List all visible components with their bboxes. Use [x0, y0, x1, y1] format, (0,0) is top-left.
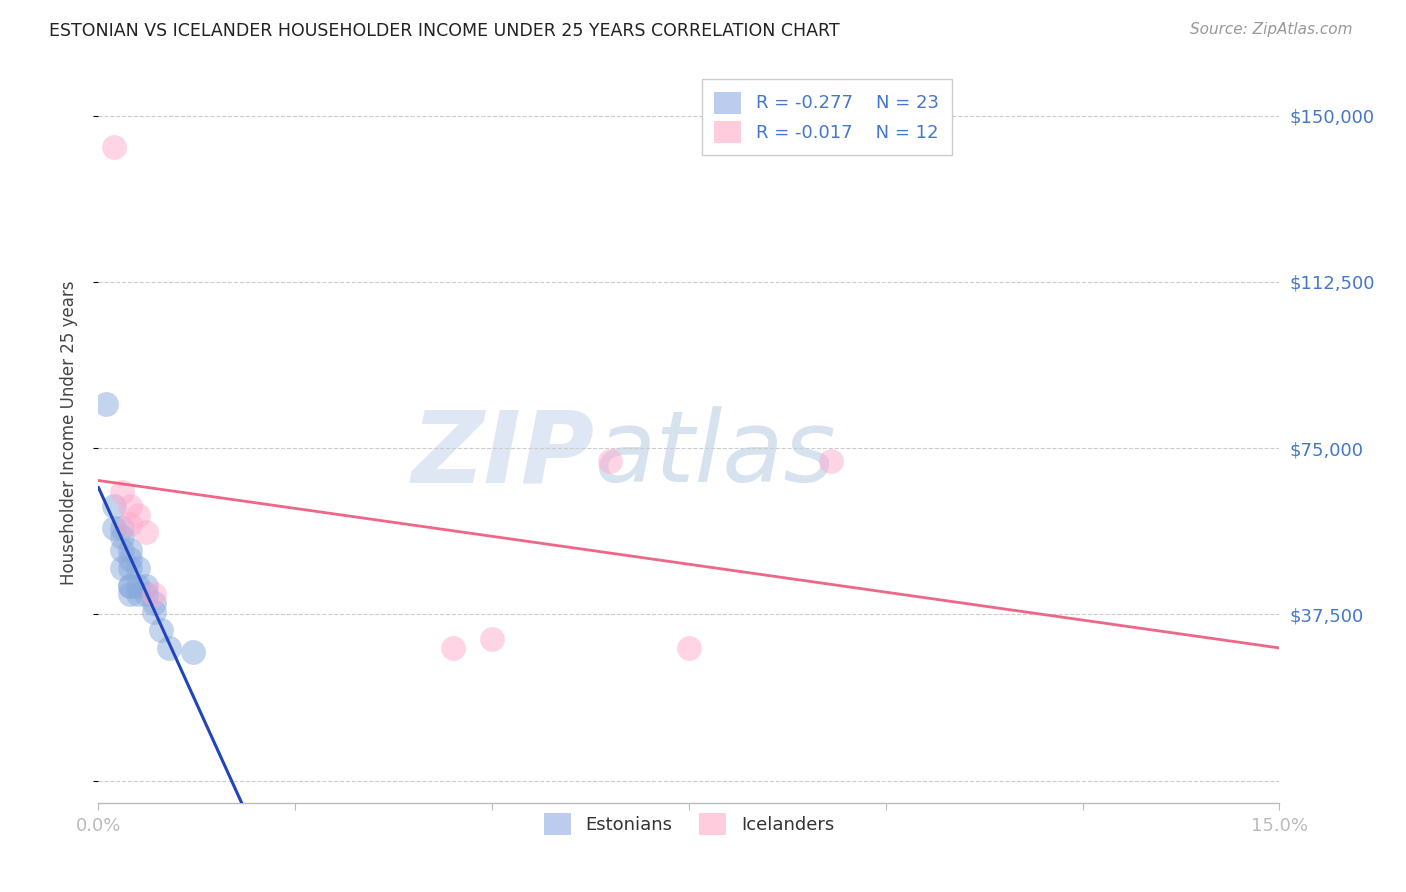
Point: [111, 521, 134, 535]
Point: [135, 587, 157, 601]
Point: [111, 530, 134, 544]
Point: [111, 485, 134, 500]
Text: ESTONIAN VS ICELANDER HOUSEHOLDER INCOME UNDER 25 YEARS CORRELATION CHART: ESTONIAN VS ICELANDER HOUSEHOLDER INCOME…: [49, 22, 839, 40]
Point: [127, 587, 149, 601]
Point: [481, 632, 503, 646]
Point: [103, 139, 125, 153]
Point: [118, 578, 141, 592]
Point: [157, 640, 180, 655]
Point: [111, 561, 134, 575]
Point: [96, 397, 118, 411]
Point: [127, 508, 149, 522]
Point: [111, 543, 134, 558]
Point: [142, 587, 165, 601]
Point: [678, 640, 700, 655]
Point: [103, 521, 125, 535]
Legend: Estonians, Icelanders: Estonians, Icelanders: [537, 805, 841, 842]
Point: [118, 552, 141, 566]
Point: [441, 640, 464, 655]
Point: [118, 587, 141, 601]
Point: [118, 543, 141, 558]
Point: [142, 596, 165, 610]
Point: [127, 561, 149, 575]
Y-axis label: Householder Income Under 25 years: Householder Income Under 25 years: [59, 280, 77, 585]
Point: [150, 623, 173, 637]
Point: [820, 454, 842, 468]
Point: [118, 499, 141, 513]
Point: [142, 605, 165, 619]
Point: [135, 578, 157, 592]
Point: [118, 561, 141, 575]
Point: [135, 525, 157, 540]
Text: atlas: atlas: [595, 407, 837, 503]
Point: [118, 516, 141, 531]
Point: [103, 499, 125, 513]
Point: [181, 645, 204, 659]
Point: [118, 578, 141, 592]
Text: Source: ZipAtlas.com: Source: ZipAtlas.com: [1189, 22, 1353, 37]
Text: ZIP: ZIP: [412, 407, 595, 503]
Point: [127, 578, 149, 592]
Point: [599, 454, 621, 468]
